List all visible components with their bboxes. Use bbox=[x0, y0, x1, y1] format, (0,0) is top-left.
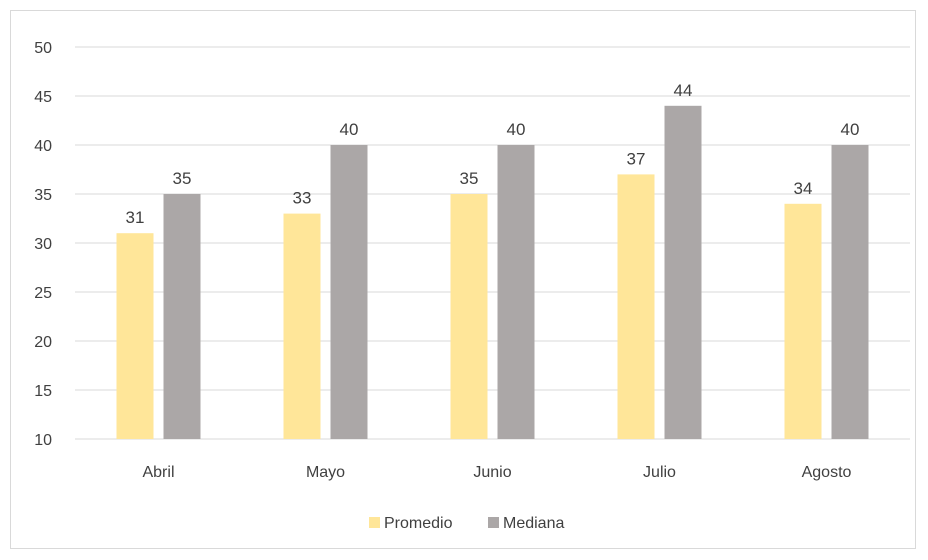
y-tick-label: 40 bbox=[34, 138, 52, 155]
y-tick-label: 20 bbox=[34, 334, 52, 351]
data-label: 40 bbox=[340, 120, 359, 139]
data-label: 44 bbox=[674, 81, 693, 100]
y-tick-label: 35 bbox=[34, 187, 52, 204]
x-category-label: Agosto bbox=[802, 464, 852, 481]
data-label: 35 bbox=[173, 169, 192, 188]
bar-promedio-abril bbox=[116, 233, 154, 439]
x-category-label: Julio bbox=[643, 464, 676, 481]
data-label: 35 bbox=[460, 169, 479, 188]
data-labels: 31 35 33 40 35 40 37 44 34 40 bbox=[126, 81, 860, 227]
legend: Promedio Mediana bbox=[369, 515, 564, 532]
bar-promedio-junio bbox=[450, 194, 488, 439]
data-label: 33 bbox=[293, 189, 312, 208]
bar-promedio-agosto bbox=[784, 203, 822, 439]
bar-mediana-junio bbox=[497, 145, 535, 439]
data-label: 40 bbox=[507, 120, 526, 139]
legend-label-promedio: Promedio bbox=[384, 515, 453, 532]
y-axis-ticks: 10 15 20 25 30 35 40 45 50 bbox=[34, 40, 52, 449]
bars bbox=[116, 105, 869, 440]
data-label: 37 bbox=[627, 149, 646, 168]
x-category-label: Abril bbox=[142, 464, 174, 481]
bar-mediana-mayo bbox=[330, 145, 368, 439]
x-category-label: Junio bbox=[473, 464, 511, 481]
x-axis-categories: Abril Mayo Junio Julio Agosto bbox=[142, 464, 851, 481]
x-category-label: Mayo bbox=[306, 464, 345, 481]
bar-mediana-abril bbox=[163, 194, 201, 439]
bar-promedio-julio bbox=[617, 174, 655, 439]
bar-promedio-mayo bbox=[283, 213, 321, 439]
data-label: 40 bbox=[841, 120, 860, 139]
y-tick-label: 25 bbox=[34, 285, 52, 302]
y-tick-label: 50 bbox=[34, 40, 52, 57]
y-tick-label: 30 bbox=[34, 236, 52, 253]
data-label: 34 bbox=[794, 179, 813, 198]
legend-label-mediana: Mediana bbox=[503, 515, 564, 532]
y-tick-label: 45 bbox=[34, 89, 52, 106]
gridlines bbox=[75, 46, 910, 440]
data-label: 31 bbox=[126, 208, 145, 227]
y-tick-label: 15 bbox=[34, 383, 52, 400]
bar-mediana-agosto bbox=[831, 145, 869, 439]
y-tick-label: 10 bbox=[34, 432, 52, 449]
bar-mediana-julio bbox=[664, 105, 702, 440]
legend-swatch-mediana bbox=[488, 517, 499, 528]
legend-swatch-promedio bbox=[369, 517, 380, 528]
